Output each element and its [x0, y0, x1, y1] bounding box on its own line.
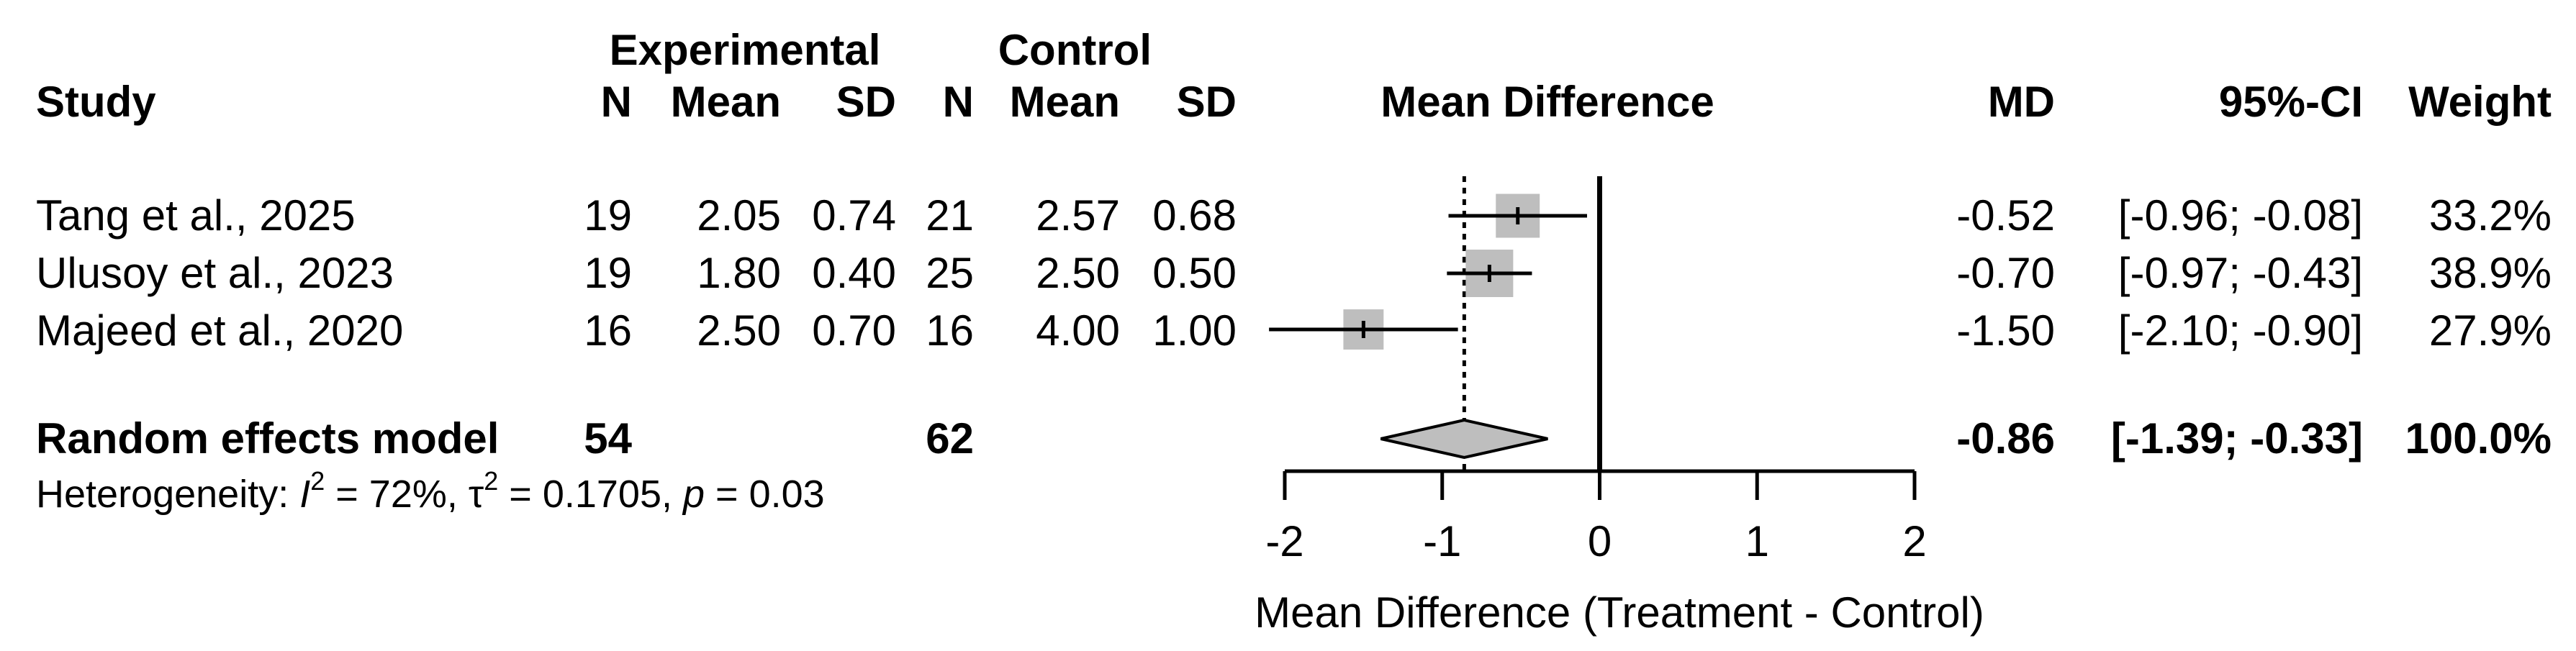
pooled-label: Random effects model [36, 414, 499, 463]
pooled-diamond [1380, 418, 1548, 460]
n-experimental: 16 [584, 306, 632, 355]
mean-control: 2.57 [1036, 191, 1120, 240]
n-experimental: 19 [584, 191, 632, 240]
sd-experimental: 0.74 [812, 191, 896, 240]
p-symbol: p [682, 473, 705, 516]
x-tick-label: -2 [1265, 517, 1303, 565]
ci-value: [-0.96; -0.08] [2118, 191, 2363, 240]
plot-marks: -2 -1 0 1 2 [1265, 176, 1927, 565]
pooled-md-value: -0.86 [1956, 414, 2055, 463]
experimental-group-header: Experimental [610, 26, 881, 74]
weight-value: 33.2% [2429, 191, 2552, 240]
x-tick-label: 1 [1745, 517, 1769, 565]
x-axis-label: Mean Difference (Treatment - Control) [1255, 588, 1984, 637]
weight-value: 38.9% [2429, 249, 2552, 297]
sd-control: 0.68 [1152, 191, 1237, 240]
n-control: 16 [926, 306, 974, 355]
sd-control-header: SD [1177, 78, 1237, 126]
mean-control-header: Mean [1010, 78, 1120, 126]
tau-superscript: 2 [484, 466, 498, 496]
md-value: -0.70 [1956, 249, 2055, 297]
ci-column-header: 95%-CI [2219, 78, 2363, 126]
n-experimental-header: N [601, 78, 632, 126]
sd-control: 1.00 [1152, 306, 1237, 355]
n-control-header: N [943, 78, 974, 126]
mean-experimental: 2.05 [697, 191, 781, 240]
mean-experimental: 2.50 [697, 306, 781, 355]
control-group-header: Control [998, 26, 1152, 74]
mean-experimental-header: Mean [671, 78, 781, 126]
heterogeneity-text: Heterogeneity: I2 = 72%, τ2 = 0.1705, p … [36, 466, 825, 516]
study-name: Ulusoy et al., 2023 [36, 249, 394, 297]
study-name: Majeed et al., 2020 [36, 306, 403, 355]
tau-value: = 0.1705, [498, 473, 683, 516]
n-experimental: 19 [584, 249, 632, 297]
n-control: 25 [926, 249, 974, 297]
sd-experimental: 0.40 [812, 249, 896, 297]
sd-control: 0.50 [1152, 249, 1237, 297]
mean-control: 2.50 [1036, 249, 1120, 297]
p-value: = 0.03 [705, 473, 825, 516]
i2-superscript: 2 [310, 466, 325, 496]
pooled-row: Random effects model 54 62 -0.86 [-1.39;… [36, 414, 2552, 463]
i2-symbol: I [299, 473, 310, 516]
pooled-ci-value: [-1.39; -0.33] [2111, 414, 2363, 463]
heterogeneity-prefix: Heterogeneity: [36, 473, 299, 516]
study-name: Tang et al., 2025 [36, 191, 356, 240]
sd-experimental: 0.70 [812, 306, 896, 355]
mean-experimental: 1.80 [697, 249, 781, 297]
weight-value: 27.9% [2429, 306, 2552, 355]
md-value: -0.52 [1956, 191, 2055, 240]
pooled-n-control: 62 [926, 414, 974, 463]
n-control: 21 [926, 191, 974, 240]
x-tick-label: 2 [1902, 517, 1926, 565]
sd-experimental-header: SD [836, 78, 896, 126]
i2-value: = 72%, [325, 473, 469, 516]
tau-symbol: τ [469, 473, 484, 516]
study-row: Tang et al., 2025 19 2.05 0.74 21 2.57 0… [36, 191, 2552, 240]
md-column-header: MD [1988, 78, 2055, 126]
study-row: Majeed et al., 2020 16 2.50 0.70 16 4.00… [36, 306, 2552, 355]
x-tick-label: 0 [1588, 517, 1612, 565]
plot-title: Mean Difference [1380, 78, 1714, 126]
md-value: -1.50 [1956, 306, 2055, 355]
weight-column-header: Weight [2408, 78, 2552, 126]
mean-control: 4.00 [1036, 306, 1120, 355]
pooled-n-experimental: 54 [584, 414, 632, 463]
ci-value: [-0.97; -0.43] [2118, 249, 2363, 297]
pooled-weight-value: 100.0% [2405, 414, 2552, 463]
study-row: Ulusoy et al., 2023 19 1.80 0.40 25 2.50… [36, 249, 2552, 297]
study-column-header: Study [36, 78, 156, 126]
ci-value: [-2.10; -0.90] [2118, 306, 2363, 355]
x-tick-label: -1 [1423, 517, 1461, 565]
